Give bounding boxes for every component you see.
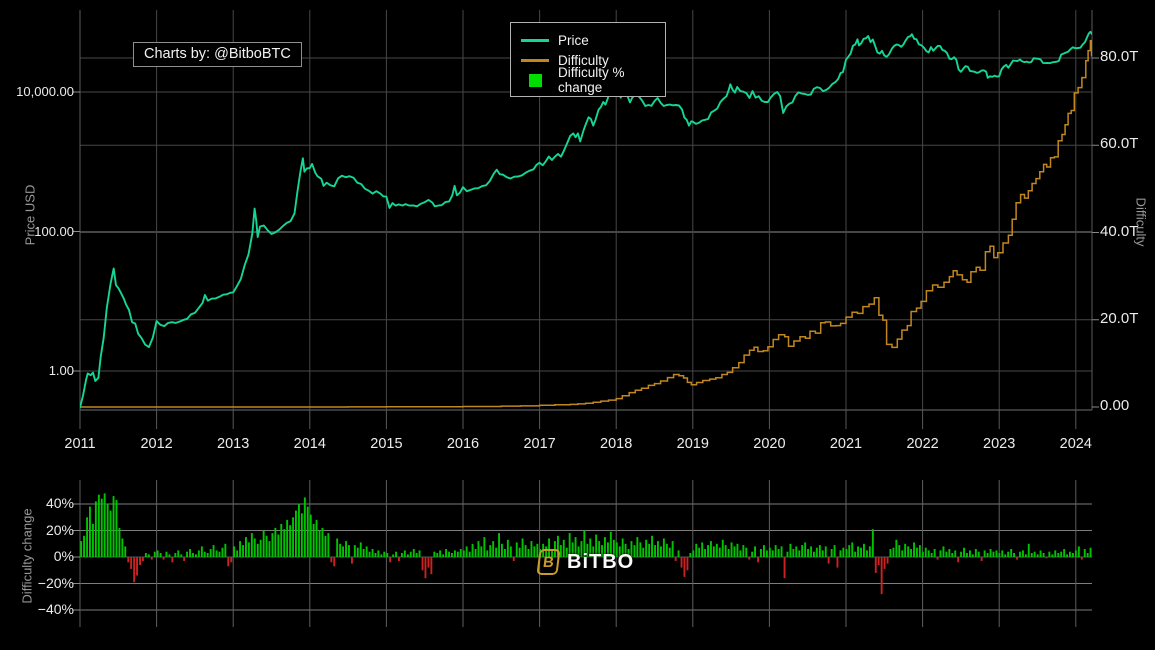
- chart-canvas: [73, 10, 1099, 627]
- bitbo-price-difficulty-chart: Charts by: @BitboBTC Price Difficulty Di…: [16, 10, 1149, 627]
